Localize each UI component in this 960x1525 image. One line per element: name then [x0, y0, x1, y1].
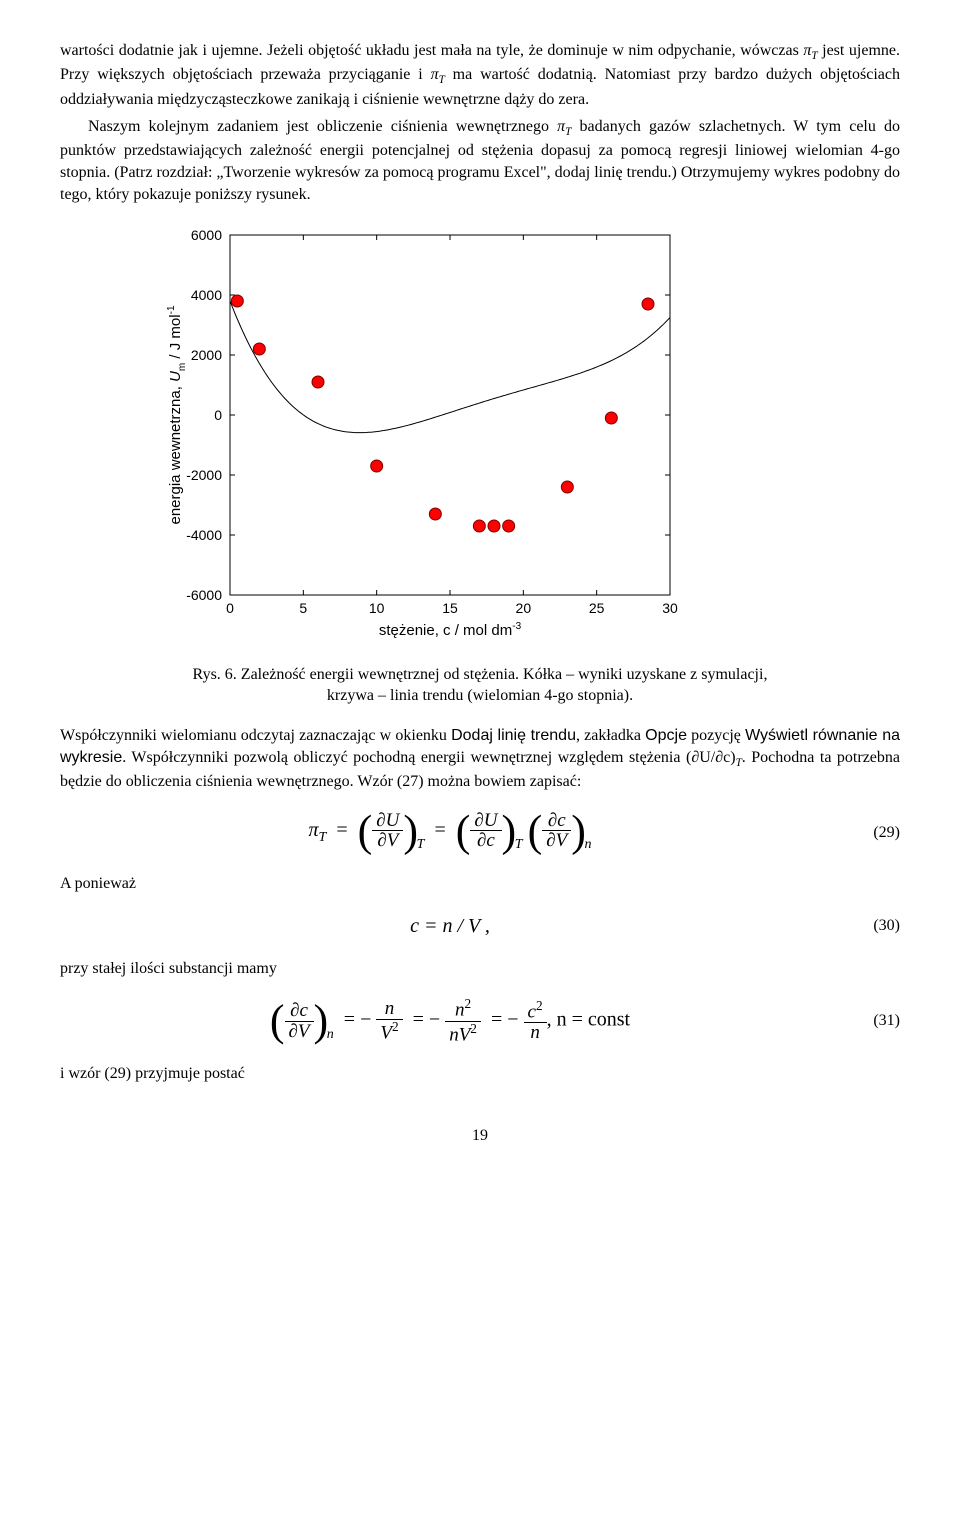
paragraph-4: A ponieważ	[60, 873, 900, 895]
menu-tab-options: Opcje	[645, 727, 687, 744]
equation-31-body: (∂c∂V)n = − nV2 = − n2nV2 = − c2n, n = c…	[60, 997, 840, 1045]
svg-text:25: 25	[589, 600, 605, 616]
paragraph-6: i wzór (29) przyjmuje postać	[60, 1063, 900, 1085]
svg-text:20: 20	[516, 600, 532, 616]
paragraph-3: Współczynniki wielomianu odczytaj zaznac…	[60, 725, 900, 792]
equation-29-number: (29)	[840, 822, 900, 844]
equation-31: (∂c∂V)n = − nV2 = − n2nV2 = − c2n, n = c…	[60, 997, 900, 1045]
svg-text:10: 10	[369, 600, 385, 616]
figure-caption: Rys. 6. Zależność energii wewnętrznej od…	[60, 664, 900, 707]
eq31-tail: , n = const	[547, 1009, 631, 1031]
menu-item-add-trendline: Dodaj linię trendu	[451, 727, 576, 744]
svg-text:-4000: -4000	[186, 527, 222, 543]
svg-text:30: 30	[662, 600, 678, 616]
p2a: Naszym kolejnym zadaniem jest obliczenie…	[88, 118, 557, 135]
energy-chart: 0 5 10 15 20 25 30 -6000 -4000 -2000 0 2000 4000 6000…	[160, 225, 720, 652]
svg-text:-6000: -6000	[186, 587, 222, 603]
pi-symbol-1: πT	[803, 42, 817, 59]
page-number: 19	[60, 1125, 900, 1147]
p1a: wartości dodatnie jak i ujemne. Jeżeli o…	[60, 42, 803, 59]
svg-text:energia wewnetrzna, Um / J mol: energia wewnetrzna, Um / J mol-1	[166, 305, 188, 524]
paragraph-1: wartości dodatnie jak i ujemne. Jeżeli o…	[60, 40, 900, 110]
energy-chart-svg: 0 5 10 15 20 25 30 -6000 -4000 -2000 0 2000 4000 6000…	[160, 225, 680, 645]
svg-text:0: 0	[214, 407, 222, 423]
fig-caption-line1: Rys. 6. Zależność energii wewnętrznej od…	[193, 666, 768, 683]
p3d: . Współczynniki pozwolą obliczyć pochodn…	[122, 749, 686, 766]
derivative-symbol: (∂U/∂c)T	[686, 749, 742, 766]
paragraph-2: Naszym kolejnym zadaniem jest obliczenie…	[60, 116, 900, 205]
equation-29-body: πT = (∂U∂V)T = (∂U∂c)T (∂c∂V)n	[60, 811, 840, 856]
pi-symbol-2: πT	[431, 66, 445, 83]
svg-text:-2000: -2000	[186, 467, 222, 483]
p3b: , zakładka	[576, 727, 645, 744]
equation-30: c = n / V , (30)	[60, 913, 900, 940]
equation-29: πT = (∂U∂V)T = (∂U∂c)T (∂c∂V)n (29)	[60, 811, 900, 856]
pi-symbol-3: πT	[557, 118, 571, 135]
svg-text:15: 15	[442, 600, 458, 616]
equation-30-body: c = n / V ,	[60, 913, 840, 940]
p3a: Współczynniki wielomianu odczytaj zaznac…	[60, 727, 451, 744]
svg-text:4000: 4000	[191, 287, 222, 303]
equation-30-number: (30)	[840, 915, 900, 937]
equation-31-number: (31)	[840, 1010, 900, 1032]
p3c: pozycję	[687, 727, 745, 744]
svg-text:stężenie, c / mol dm-3: stężenie, c / mol dm-3	[379, 621, 522, 639]
fig-caption-line2: krzywa – linia trendu (wielomian 4-go st…	[327, 687, 633, 704]
svg-text:6000: 6000	[191, 227, 222, 243]
paragraph-5: przy stałej ilości substancji mamy	[60, 958, 900, 980]
svg-text:0: 0	[226, 600, 234, 616]
svg-text:2000: 2000	[191, 347, 222, 363]
svg-text:5: 5	[299, 600, 307, 616]
